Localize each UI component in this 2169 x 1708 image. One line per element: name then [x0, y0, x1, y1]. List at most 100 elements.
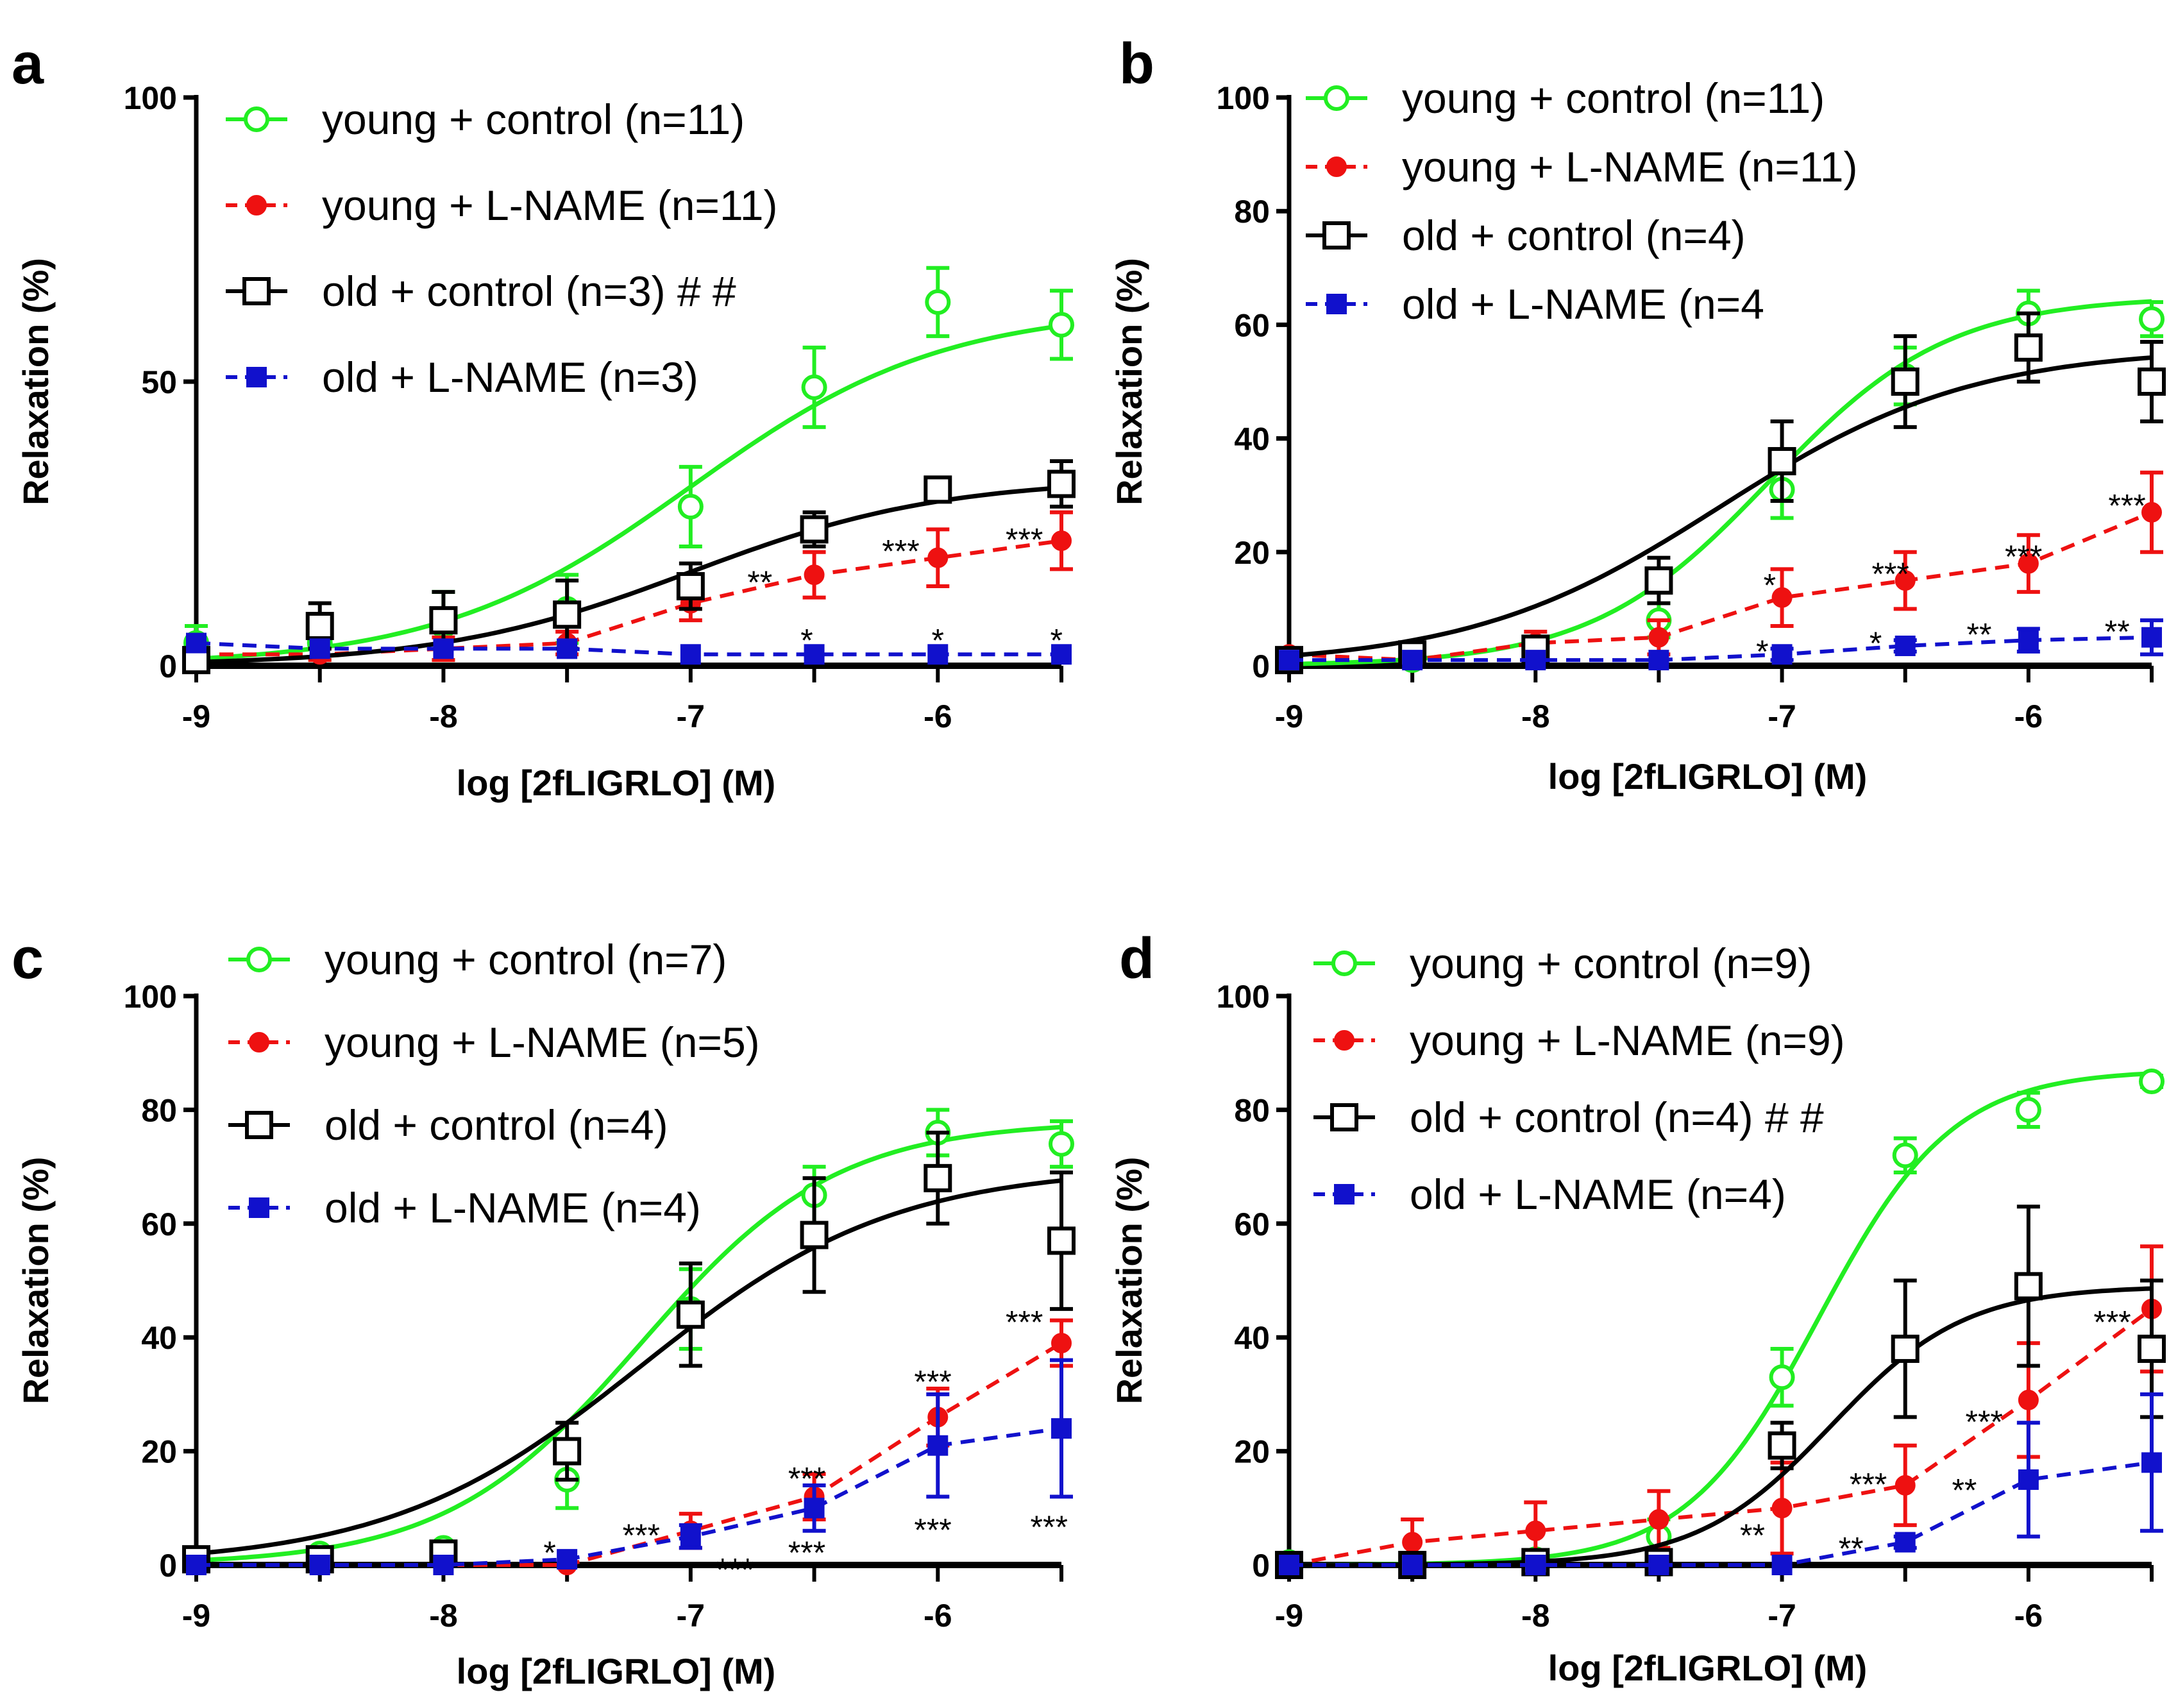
data-point — [1279, 650, 1299, 671]
data-point — [1648, 1509, 1669, 1530]
panel-letter: c — [12, 927, 44, 991]
data-point — [1051, 530, 1072, 552]
data-point — [1771, 1498, 1793, 1519]
data-point — [1051, 644, 1072, 665]
series-line — [1288, 1307, 2153, 1567]
data-point — [1644, 566, 1673, 595]
data-point — [245, 1111, 273, 1139]
data-point — [1771, 1555, 1793, 1575]
legend-label: young + L-NAME (n=11) — [322, 182, 777, 229]
legend-item: young + control (n=7) — [228, 936, 727, 983]
legend-label: young + L-NAME (n=9) — [1410, 1017, 1845, 1064]
x-tick-label: -6 — [2014, 1598, 2043, 1634]
data-point — [1648, 1555, 1669, 1575]
axes: 0 20 40 60 80 100 -9 -8 -7 -6 log [2fLIGRLO] (M) Re… — [1109, 979, 2154, 1688]
data-point — [553, 600, 582, 629]
significance-label: *** — [1965, 1404, 2002, 1440]
legend: young + control (n=9) young + L-NAME (n=9… — [1313, 940, 1845, 1218]
significance-label: *** — [914, 1364, 951, 1400]
series-line — [1289, 635, 2152, 663]
y-tick-label: 0 — [1252, 648, 1270, 684]
data-point — [1525, 1555, 1546, 1575]
y-axis-title: Relaxation (%) — [15, 258, 56, 505]
x-tick-label: -7 — [1768, 698, 1796, 734]
x-axis-title: log [2fLIGRLO] (M) — [1548, 1648, 1868, 1688]
legend: young + control (n=7) young + L-NAME (n=5… — [228, 936, 760, 1231]
series-line — [1289, 1460, 2152, 1567]
data-point — [553, 1437, 582, 1466]
data-point — [801, 374, 827, 400]
data-point — [1330, 1103, 1358, 1131]
legend-label: young + L-NAME (n=5) — [325, 1019, 760, 1066]
legend-item: young + control (n=11) — [226, 96, 745, 143]
x-tick-label: -8 — [1521, 698, 1549, 734]
data-point — [2018, 553, 2039, 574]
series-old-lname — [186, 632, 1072, 665]
significance-label: *** — [623, 1518, 660, 1553]
x-tick-label: -6 — [924, 1598, 952, 1634]
y-tick-label: 80 — [1234, 1092, 1270, 1128]
x-tick-label: -8 — [429, 698, 457, 734]
panel-b: b 0 20 40 60 80 100 -9 -8 -7 -6 log [2fLIGRLO] (M) R… — [1109, 32, 2166, 797]
legend-label: young + L-NAME (n=11) — [1402, 143, 1857, 190]
data-point — [680, 644, 701, 665]
data-point — [1895, 1532, 1916, 1553]
legend-label: young + control (n=11) — [1402, 74, 1825, 122]
y-tick-label: 20 — [1234, 535, 1270, 571]
data-point — [1047, 1226, 1076, 1255]
data-point — [680, 1526, 701, 1547]
significance-label: *** — [1871, 556, 1909, 592]
data-point — [2138, 1334, 2166, 1363]
data-point — [927, 644, 949, 665]
x-tick-label: -9 — [1275, 1598, 1303, 1634]
x-tick-label: -8 — [1521, 1598, 1549, 1634]
y-tick-label: 40 — [1234, 421, 1270, 457]
panel-a: a 0 50 100 -9 -8 -7 -6 log [2fLIGRLO] (M) Relaxat… — [12, 32, 1076, 803]
data-point — [1324, 85, 1349, 111]
data-point — [2139, 1069, 2165, 1095]
panel-letter: b — [1119, 32, 1154, 96]
significance-label: * — [1756, 634, 1768, 670]
axes: 0 20 40 60 80 100 -9 -8 -7 -6 log [2fLIGRLO] (M) Re… — [1109, 80, 2154, 797]
x-tick-label: -9 — [182, 1598, 210, 1634]
data-point — [2138, 368, 2166, 396]
significance-label: * — [1764, 568, 1776, 604]
data-point — [1402, 1555, 1423, 1575]
legend-label: old + control (n=4) # # — [1410, 1094, 1824, 1141]
series-old-lname — [1279, 618, 2163, 671]
legend-label: young + control (n=11) — [322, 96, 745, 143]
data-point — [186, 1555, 207, 1575]
significance-label: *** — [2093, 1305, 2131, 1340]
series-young-control — [1276, 1069, 2165, 1575]
data-point — [557, 638, 578, 659]
data-point — [2015, 1097, 2041, 1123]
data-point — [1051, 1333, 1072, 1354]
significance-label: ** — [1839, 1531, 1864, 1567]
y-tick-label: 40 — [141, 1320, 177, 1356]
data-point — [246, 947, 272, 972]
y-tick-label: 50 — [141, 364, 177, 400]
x-tick-label: -7 — [677, 698, 705, 734]
data-point — [246, 367, 267, 387]
data-point — [676, 1300, 705, 1329]
y-tick-label: 100 — [124, 80, 177, 116]
legend: young + control (n=11) young + L-NAME (n=… — [1306, 74, 1857, 328]
series-line — [196, 1426, 1062, 1567]
data-point — [925, 289, 951, 315]
x-tick-label: -8 — [429, 1598, 457, 1634]
data-point — [309, 638, 330, 659]
data-point — [2018, 1469, 2039, 1490]
data-point — [249, 1032, 269, 1053]
data-point — [249, 1197, 269, 1218]
panel-d: d 0 20 40 60 80 100 -9 -8 -7 -6 log [2fLIGRLO] (M) R… — [1109, 927, 2166, 1688]
significance-label: *** — [2108, 487, 2145, 523]
y-tick-label: 0 — [159, 648, 177, 684]
data-point — [557, 1549, 578, 1570]
data-point — [1334, 1184, 1355, 1205]
legend-label: old + control (n=4) — [325, 1101, 668, 1149]
data-point — [1648, 650, 1669, 671]
panel-c: c 0 20 40 60 80 100 -9 -8 -7 -6 log [2fLIGRLO] (M) R… — [12, 927, 1076, 1691]
x-tick-label: -9 — [182, 698, 210, 734]
data-point — [1279, 1555, 1299, 1575]
data-point — [1402, 650, 1423, 671]
